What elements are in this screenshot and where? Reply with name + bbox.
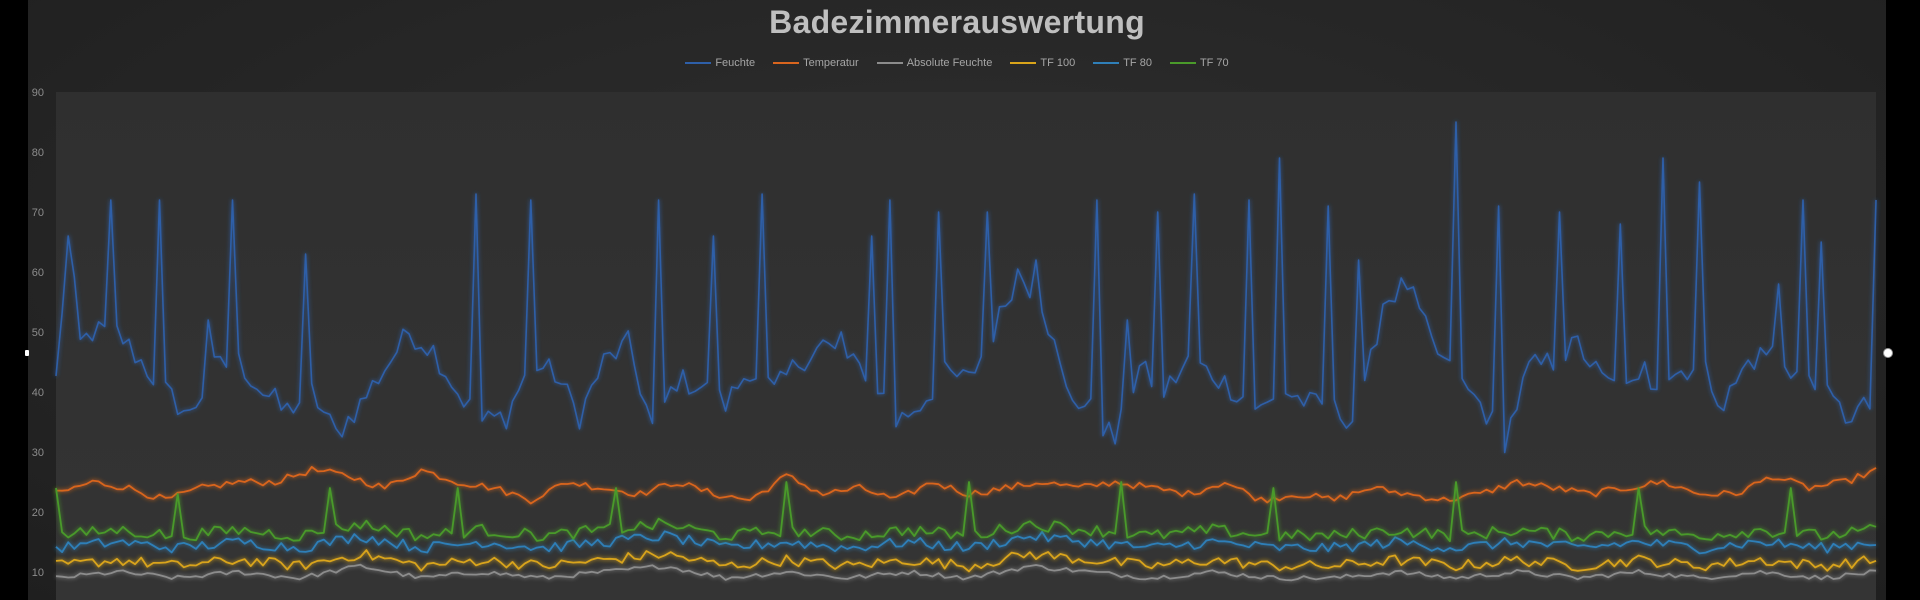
y-tick-label-90: 90	[32, 87, 44, 99]
legend-item-feuchte[interactable]: Feuchte	[685, 57, 755, 69]
y-tick-label-60: 60	[32, 267, 44, 279]
left-margin	[0, 0, 28, 600]
legend-item-tf70[interactable]: TF 70	[1169, 57, 1229, 69]
legend-swatch-feuchte	[685, 62, 712, 64]
legend-swatch-tf100	[1010, 62, 1037, 64]
y-tick-label-30: 30	[32, 447, 44, 459]
series-layer	[55, 121, 1877, 582]
legend-swatch-absolute-feuchte	[876, 62, 903, 64]
legend-item-temperatur[interactable]: Temperatur	[773, 57, 859, 69]
legend-label-tf70: TF 70	[1199, 57, 1229, 69]
y-tick-label-50: 50	[32, 327, 44, 339]
series-line-absolute-feuchte[interactable]	[55, 563, 1877, 582]
legend-label-absolute-feuchte: Absolute Feuchte	[906, 57, 993, 69]
legend-item-absolute-feuchte[interactable]: Absolute Feuchte	[876, 57, 993, 69]
series-line-temperatur[interactable]	[55, 466, 1877, 505]
y-tick-label-10: 10	[32, 567, 44, 579]
legend-swatch-tf70	[1169, 62, 1196, 64]
legend-label-feuchte: Feuchte	[715, 57, 756, 69]
legend-label-tf80: TF 80	[1123, 57, 1152, 69]
y-axis: 10 20 30 40 50 60 70 80 90	[32, 87, 44, 579]
y-tick-label-40: 40	[32, 387, 44, 399]
chart-title: Badezimmerauswertung	[769, 4, 1145, 40]
right-margin	[1886, 0, 1920, 600]
y-tick-label-80: 80	[32, 147, 44, 159]
legend-label-temperatur: Temperatur	[803, 57, 859, 69]
y-tick-label-20: 20	[32, 507, 44, 519]
series-line-feuchte[interactable]	[55, 121, 1877, 454]
resize-handle-left[interactable]	[25, 350, 29, 356]
series-line-tf-100[interactable]	[55, 549, 1877, 573]
y-tick-label-70: 70	[32, 207, 44, 219]
resize-handle-right[interactable]	[1883, 348, 1893, 358]
legend-label-tf100: TF 100	[1040, 57, 1076, 69]
series-line-tf-80[interactable]	[55, 530, 1877, 555]
chart-legend[interactable]: Feuchte Temperatur Absolute Feuchte TF 1…	[28, 57, 1886, 69]
legend-item-tf80[interactable]: TF 80	[1093, 57, 1152, 69]
legend-swatch-tf80	[1093, 62, 1120, 64]
legend-item-tf100[interactable]: TF 100	[1010, 57, 1075, 69]
legend-swatch-temperatur	[773, 62, 800, 64]
plot-area	[56, 92, 1876, 600]
series-line-tf-70[interactable]	[55, 481, 1877, 543]
